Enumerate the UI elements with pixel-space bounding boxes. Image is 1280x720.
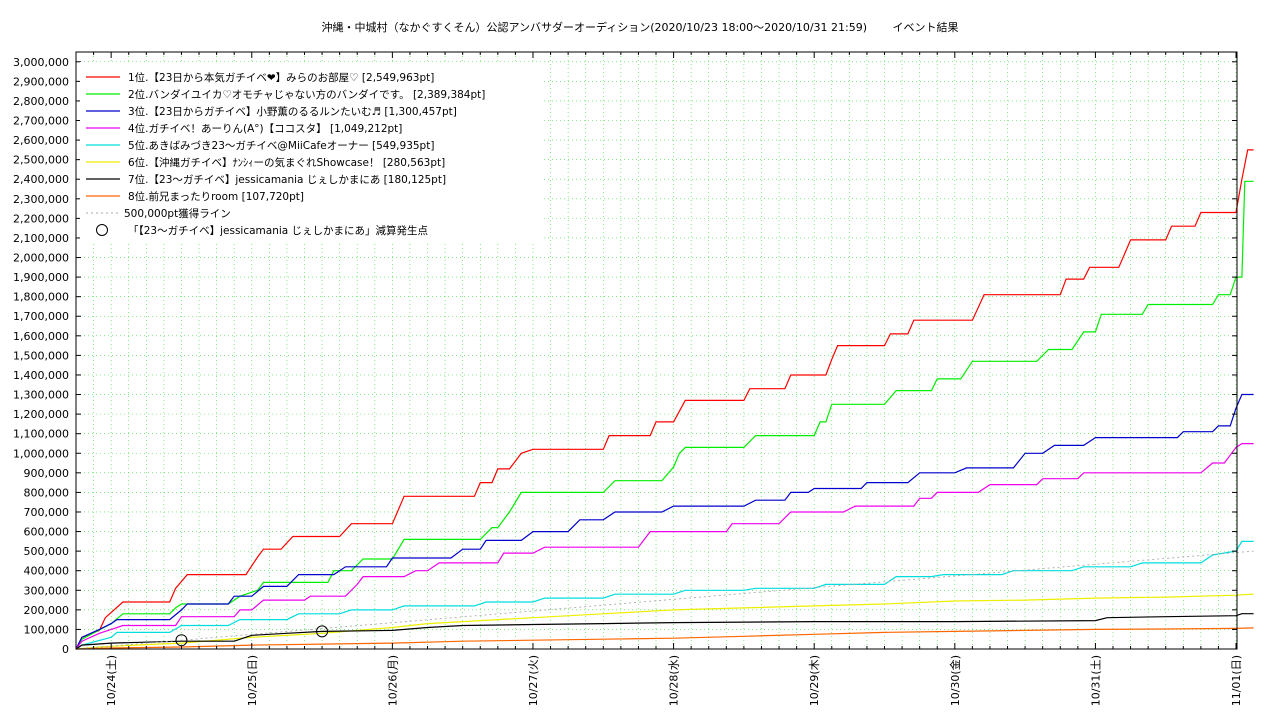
legend-label-9: 500,000pt獲得ライン bbox=[124, 207, 231, 220]
series-lines bbox=[75, 149, 1254, 650]
y-tick-label: 500,000 bbox=[24, 545, 70, 558]
legend-label-4: 4位.ガチイベ！あーりん(A°)【ココスタ】 [1,049,212pt] bbox=[128, 122, 402, 135]
legend-label-8: 8位.前兄まったりroom [107,720pt] bbox=[128, 190, 304, 203]
legend-label-1: 1位.【23日から本気ガチイベ❤】みらのお部屋♡ [2,549,963pt] bbox=[128, 71, 434, 84]
x-tick-label: 10/25(日) bbox=[246, 655, 259, 706]
legend-label-7: 7位.【23〜ガチイベ】jessicamania じぇしかまにあ [180,12… bbox=[128, 173, 446, 186]
legend: 1位.【23日から本気ガチイベ❤】みらのお部屋♡ [2,549,963pt] 2位… bbox=[80, 62, 542, 242]
y-tick-label: 800,000 bbox=[24, 486, 70, 499]
y-tick-label: 1,400,000 bbox=[13, 369, 69, 382]
y-tick-label: 300,000 bbox=[24, 584, 70, 597]
y-tick-label: 2,100,000 bbox=[13, 232, 69, 245]
y-tick-label: 0 bbox=[62, 643, 69, 656]
chart-title: 沖縄・中城村（なかぐすくそん）公認アンバサダーオーディション(2020/10/2… bbox=[321, 21, 959, 34]
subtraction-markers bbox=[175, 625, 329, 647]
y-tick-label: 2,200,000 bbox=[13, 212, 69, 225]
grid bbox=[75, 52, 1237, 649]
series-line-9 bbox=[75, 550, 1254, 650]
y-tick-label: 600,000 bbox=[24, 526, 70, 539]
legend-box bbox=[80, 62, 542, 242]
y-tick-label: 1,900,000 bbox=[13, 271, 69, 284]
legend-marker-swatch bbox=[96, 224, 108, 236]
y-tick-label: 2,500,000 bbox=[13, 154, 69, 167]
series-line-4 bbox=[75, 443, 1254, 650]
x-tick-label: 10/24(土) bbox=[105, 655, 118, 706]
y-tick-label: 2,700,000 bbox=[13, 115, 69, 128]
x-tick-label: 10/28(水) bbox=[668, 655, 681, 706]
y-tick-label: 1,800,000 bbox=[13, 291, 69, 304]
y-tick-label: 2,900,000 bbox=[13, 75, 69, 88]
y-tick-label: 1,300,000 bbox=[13, 389, 69, 402]
x-tick-label: 10/26(月) bbox=[386, 655, 399, 706]
series-line-5 bbox=[75, 540, 1254, 650]
series-line-2 bbox=[75, 180, 1254, 650]
series-line-3 bbox=[75, 393, 1254, 650]
y-tick-label: 2,400,000 bbox=[13, 173, 69, 186]
series-line-1 bbox=[75, 149, 1254, 650]
y-tick-label: 3,000,000 bbox=[13, 56, 69, 69]
legend-label-5: 5位.あきばみづき23〜ガチイベ@MiiCafeオーナー [549,935pt] bbox=[128, 139, 434, 152]
y-tick-label: 900,000 bbox=[24, 467, 70, 480]
y-tick-label: 1,100,000 bbox=[13, 428, 69, 441]
x-tick-label: 10/30(金) bbox=[948, 655, 962, 706]
marker-point bbox=[175, 634, 188, 647]
x-tick-label: 10/29(木) bbox=[808, 655, 821, 706]
y-tick-label: 1,000,000 bbox=[13, 447, 69, 460]
y-tick-label: 2,600,000 bbox=[13, 134, 69, 147]
legend-label-markers: 「【23〜ガチイベ】jessicamania じぇしかまにあ」減算発生点 bbox=[128, 224, 428, 237]
x-tick-label: 11/01(日) bbox=[1230, 655, 1243, 706]
legend-label-2: 2位.バンダイユイカ♡オモチャじゃない方のバンダイです。 [2,389,384p… bbox=[128, 88, 485, 101]
marker-point bbox=[316, 625, 329, 638]
x-tick-label: 10/31(土) bbox=[1089, 655, 1102, 706]
y-tick-label: 2,800,000 bbox=[13, 95, 69, 108]
y-tick-label: 1,600,000 bbox=[13, 330, 69, 343]
series-line-6 bbox=[75, 593, 1254, 650]
y-tick-label: 1,700,000 bbox=[13, 310, 69, 323]
y-tick-label: 400,000 bbox=[24, 565, 70, 578]
legend-label-6: 6位.【沖縄ガチイベ】ﾅﾝｼｨーの気まぐれShowcase！ [280,563p… bbox=[128, 156, 445, 169]
y-tick-label: 700,000 bbox=[24, 506, 70, 519]
legend-label-3: 3位.【23日からガチイベ】小野薫のるるルンたいむ♬ [1,300,457pt] bbox=[128, 105, 457, 118]
y-tick-label: 200,000 bbox=[24, 604, 70, 617]
series-line-7 bbox=[75, 613, 1254, 650]
series-line-8 bbox=[75, 627, 1254, 650]
axes: 0 100,000 200,000 300,000 400,000 500,000 600,… bbox=[13, 52, 1243, 706]
y-tick-label: 1,200,000 bbox=[13, 408, 69, 421]
y-tick-label: 2,000,000 bbox=[13, 252, 69, 265]
y-tick-label: 1,500,000 bbox=[13, 349, 69, 362]
y-tick-label: 100,000 bbox=[24, 623, 70, 636]
y-tick-label: 2,300,000 bbox=[13, 193, 69, 206]
x-tick-label: 10/27(火) bbox=[527, 655, 540, 706]
